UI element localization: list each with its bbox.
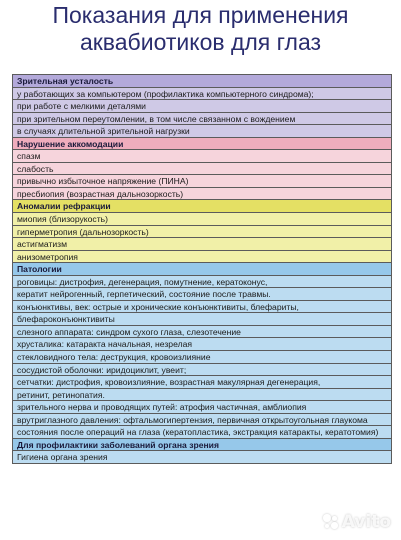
group-header: Нарушение аккомодации — [13, 137, 391, 151]
title-line-1: Показания для применения — [52, 2, 349, 28]
group-header: Для профилактики заболеваний органа зрен… — [13, 438, 391, 452]
table-row: слезного аппарата: синдром сухого глаза,… — [13, 326, 391, 339]
table-group: Нарушение аккомодации спазм слабость привыч… — [13, 137, 391, 201]
table-row: у работающих за компьютером (профилактик… — [13, 88, 391, 101]
group-header: Патологии — [13, 263, 391, 276]
table-row: хрусталика: катаракта начальная, незрела… — [13, 338, 391, 352]
avito-logo-icon — [322, 514, 339, 530]
table-row: ретинит, ретинопатия. — [13, 389, 391, 402]
table-row: кератит нейрогенный, герпетический, сост… — [13, 288, 391, 301]
table-row: в случаях длительной зрительной нагрузки — [13, 125, 391, 138]
table-group: Зрительная усталость у работающих за комп… — [13, 75, 391, 138]
group-header: Аномалии рефракции — [13, 200, 391, 214]
table-row: сетчатки: дистрофия, кровоизлияние, возр… — [13, 376, 391, 389]
table-row: блефароконъюнктивиты — [13, 313, 391, 326]
table-row: состояния после операций на глаза (керат… — [13, 426, 391, 439]
table-row: конъюнктивы, век: острые и хронические к… — [13, 301, 391, 314]
table-row: миопия (близорукость) — [13, 213, 391, 226]
group-header: Зрительная усталость — [13, 75, 391, 88]
table-row: пресбиопия (возрастная дальнозоркость) — [13, 188, 391, 201]
watermark-text: Avito — [341, 512, 391, 532]
table-row: врутриглазного давления: офтальмогиперте… — [13, 414, 391, 427]
page-title: Показания для применения аквабиотиков дл… — [0, 2, 401, 56]
table-row: астигматизм — [13, 238, 391, 251]
table-row: стекловидного тела: деструкция, кровоизл… — [13, 351, 391, 364]
table-row: слабость — [13, 163, 391, 176]
table-group: Аномалии рефракции миопия (близорукость) г… — [13, 200, 391, 264]
table-row: привычно избыточное напряжение (ПИНА) — [13, 175, 391, 188]
title-line-2: аквабиотиков для глаз — [79, 29, 322, 55]
avito-watermark: Avito — [322, 512, 391, 532]
table-row: Гигиена органа зрения — [13, 451, 391, 464]
indications-table: Зрительная усталость у работающих за комп… — [12, 74, 392, 464]
table-row: при работе с мелкими деталями — [13, 100, 391, 113]
table-row: роговицы: дистрофия, дегенерация, помутн… — [13, 276, 391, 289]
table-row: гиперметропия (дальнозоркость) — [13, 226, 391, 239]
table-row: спазм — [13, 150, 391, 163]
table-row: сосудистой оболочки: иридоциклит, увеит; — [13, 364, 391, 377]
table-row: зрительного нерва и проводящих путей: ат… — [13, 401, 391, 414]
table-group: Патологии роговицы: дистрофия, дегенераци… — [13, 263, 391, 439]
table-row: при зрительном переутомлении, в том числ… — [13, 113, 391, 126]
table-row: анизометропия — [13, 251, 391, 264]
table-group: Для профилактики заболеваний органа зрен… — [13, 438, 391, 464]
